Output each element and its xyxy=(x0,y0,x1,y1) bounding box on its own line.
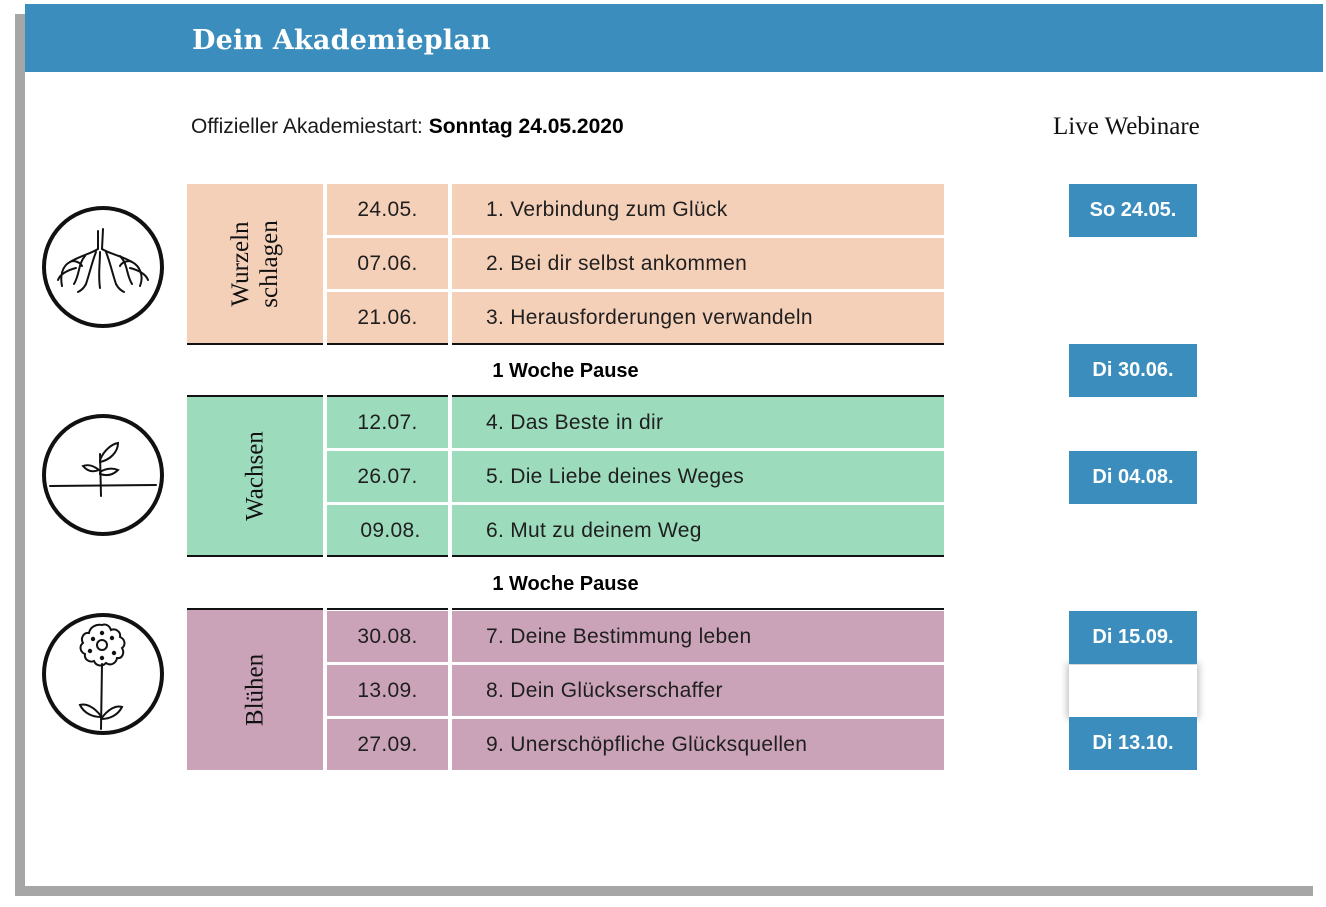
lesson-title: 5. Die Liebe deines Weges xyxy=(452,451,944,502)
sprout-icon xyxy=(42,414,164,536)
flower-icon xyxy=(42,613,164,735)
webinar-button[interactable]: Di 04.08. xyxy=(1069,451,1197,504)
lesson-title: 2. Bei dir selbst ankommen xyxy=(452,238,944,289)
phase-label-bluehen: Blühen xyxy=(187,610,323,770)
phase-name: Blühen xyxy=(241,653,269,727)
academy-start-date: Sonntag 24.05.2020 xyxy=(428,115,624,138)
lesson-date: 13.09. xyxy=(327,665,448,716)
phase-name-line1: Wurzeln xyxy=(227,220,254,307)
lesson-title: 9. Unerschöpfliche Glücksquellen xyxy=(452,719,944,770)
divider xyxy=(327,395,448,397)
divider xyxy=(187,343,323,345)
divider xyxy=(327,343,448,345)
pause-label: 1 Woche Pause xyxy=(492,360,639,382)
lesson-title: 1. Verbindung zum Glück xyxy=(452,184,944,235)
phase-label-wachsen: Wachsen xyxy=(187,397,323,555)
academy-start-label: Offizieller Akademiestart: xyxy=(191,115,429,138)
webinar-button[interactable]: Di 15.09. xyxy=(1069,611,1197,664)
lesson-title: 4. Das Beste in dir xyxy=(452,397,944,448)
page-title: Dein Akademieplan xyxy=(192,25,491,56)
divider xyxy=(327,608,448,610)
lesson-date: 24.05. xyxy=(327,184,448,235)
webinar-gap-box xyxy=(1069,665,1197,717)
phase-label-wurzeln-schlagen: Wurzeln schlagen xyxy=(187,184,323,343)
lesson-title: 8. Dein Glückserschaffer xyxy=(452,665,944,716)
lesson-title: 3. Herausforderungen verwandeln xyxy=(452,292,944,343)
lesson-date: 07.06. xyxy=(327,238,448,289)
divider xyxy=(452,608,944,610)
webinars-heading: Live Webinare xyxy=(1053,113,1200,140)
lesson-date: 30.08. xyxy=(327,611,448,662)
phase-name-line2: schlagen xyxy=(256,219,283,308)
lesson-date: 21.06. xyxy=(327,292,448,343)
lesson-title: 6. Mut zu deinem Weg xyxy=(452,505,944,556)
lesson-date: 09.08. xyxy=(327,505,448,556)
lesson-date: 26.07. xyxy=(327,451,448,502)
webinar-button[interactable]: Di 13.10. xyxy=(1069,717,1197,770)
lesson-date: 12.07. xyxy=(327,397,448,448)
title-bar: Dein Akademieplan xyxy=(25,4,1323,72)
divider xyxy=(187,608,323,610)
lesson-date: 27.09. xyxy=(327,719,448,770)
academy-start: Offizieller Akademiestart: Sonntag 24.05… xyxy=(191,115,624,139)
divider xyxy=(452,555,944,557)
webinar-button[interactable]: So 24.05. xyxy=(1069,184,1197,237)
roots-icon xyxy=(42,206,164,328)
divider xyxy=(452,395,944,397)
divider xyxy=(327,555,448,557)
lesson-title: 7. Deine Bestimmung leben xyxy=(452,611,944,662)
phase-name: Wachsen xyxy=(241,431,269,521)
webinar-button[interactable]: Di 30.06. xyxy=(1069,344,1197,397)
divider xyxy=(452,343,944,345)
divider xyxy=(187,395,323,397)
divider xyxy=(187,555,323,557)
pause-label: 1 Woche Pause xyxy=(492,573,639,595)
